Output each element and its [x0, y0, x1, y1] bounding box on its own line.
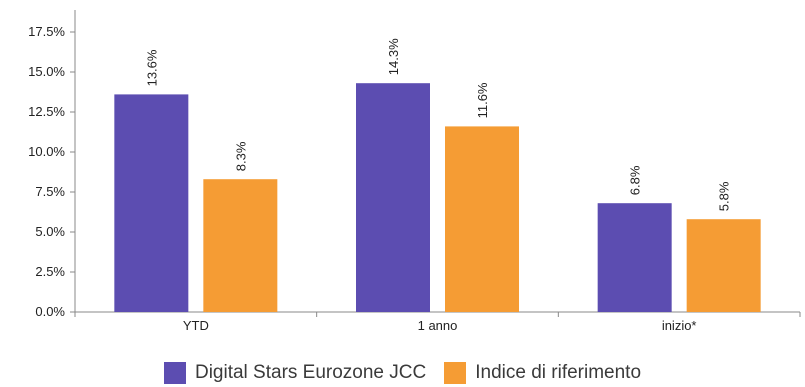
x-category-label: 1 anno: [418, 318, 458, 333]
y-tick-label: 12.5%: [28, 104, 65, 119]
y-tick-label: 0.0%: [35, 304, 65, 319]
bar-series-1: [597, 203, 672, 312]
x-category-label: inizio*: [662, 318, 697, 333]
legend-item-series-1: Digital Stars Eurozone JCC: [163, 362, 427, 384]
data-label: 13.6%: [144, 49, 159, 86]
y-axis: 0.0% 2.5% 5.0% 7.5% 10.0% 12.5% 15.0% 17.5%: [28, 10, 76, 319]
data-label: 5.8%: [717, 181, 732, 211]
data-labels: 13.6% 8.3% 14.3% 11.6% 6.8% 5.8%: [144, 38, 731, 211]
data-label: 6.8%: [628, 165, 643, 195]
y-tick-label: 7.5%: [35, 184, 65, 199]
bar-series-2: [686, 219, 761, 312]
bars: [114, 83, 761, 313]
legend-swatch-series-2: [444, 362, 467, 384]
bar-series-2: [203, 179, 278, 312]
x-axis: YTD 1 anno inizio*: [74, 311, 801, 333]
y-tick-label: 2.5%: [35, 264, 65, 279]
data-label: 11.6%: [475, 82, 490, 118]
y-tick-label: 10.0%: [28, 144, 65, 159]
legend: Digital Stars Eurozone JCC Indice di rif…: [0, 362, 805, 384]
bar-chart: 0.0% 2.5% 5.0% 7.5% 10.0% 12.5% 15.0% 17.5% YTD…: [28, 10, 801, 333]
x-category-label: YTD: [183, 318, 209, 333]
bar-series-1: [114, 94, 189, 313]
legend-item-series-2: Indice di riferimento: [444, 362, 641, 384]
data-label: 14.3%: [386, 38, 401, 75]
bar-series-2: [445, 126, 519, 313]
y-tick-label: 15.0%: [28, 64, 65, 79]
legend-label-series-1: Digital Stars Eurozone JCC: [194, 362, 427, 383]
y-tick-label: 5.0%: [35, 224, 65, 239]
data-label: 8.3%: [233, 141, 248, 171]
y-tick-label: 17.5%: [28, 24, 65, 39]
legend-label-series-2: Indice di riferimento: [475, 362, 642, 383]
bar-series-1: [356, 83, 430, 312]
legend-swatch-series-1: [163, 362, 186, 384]
